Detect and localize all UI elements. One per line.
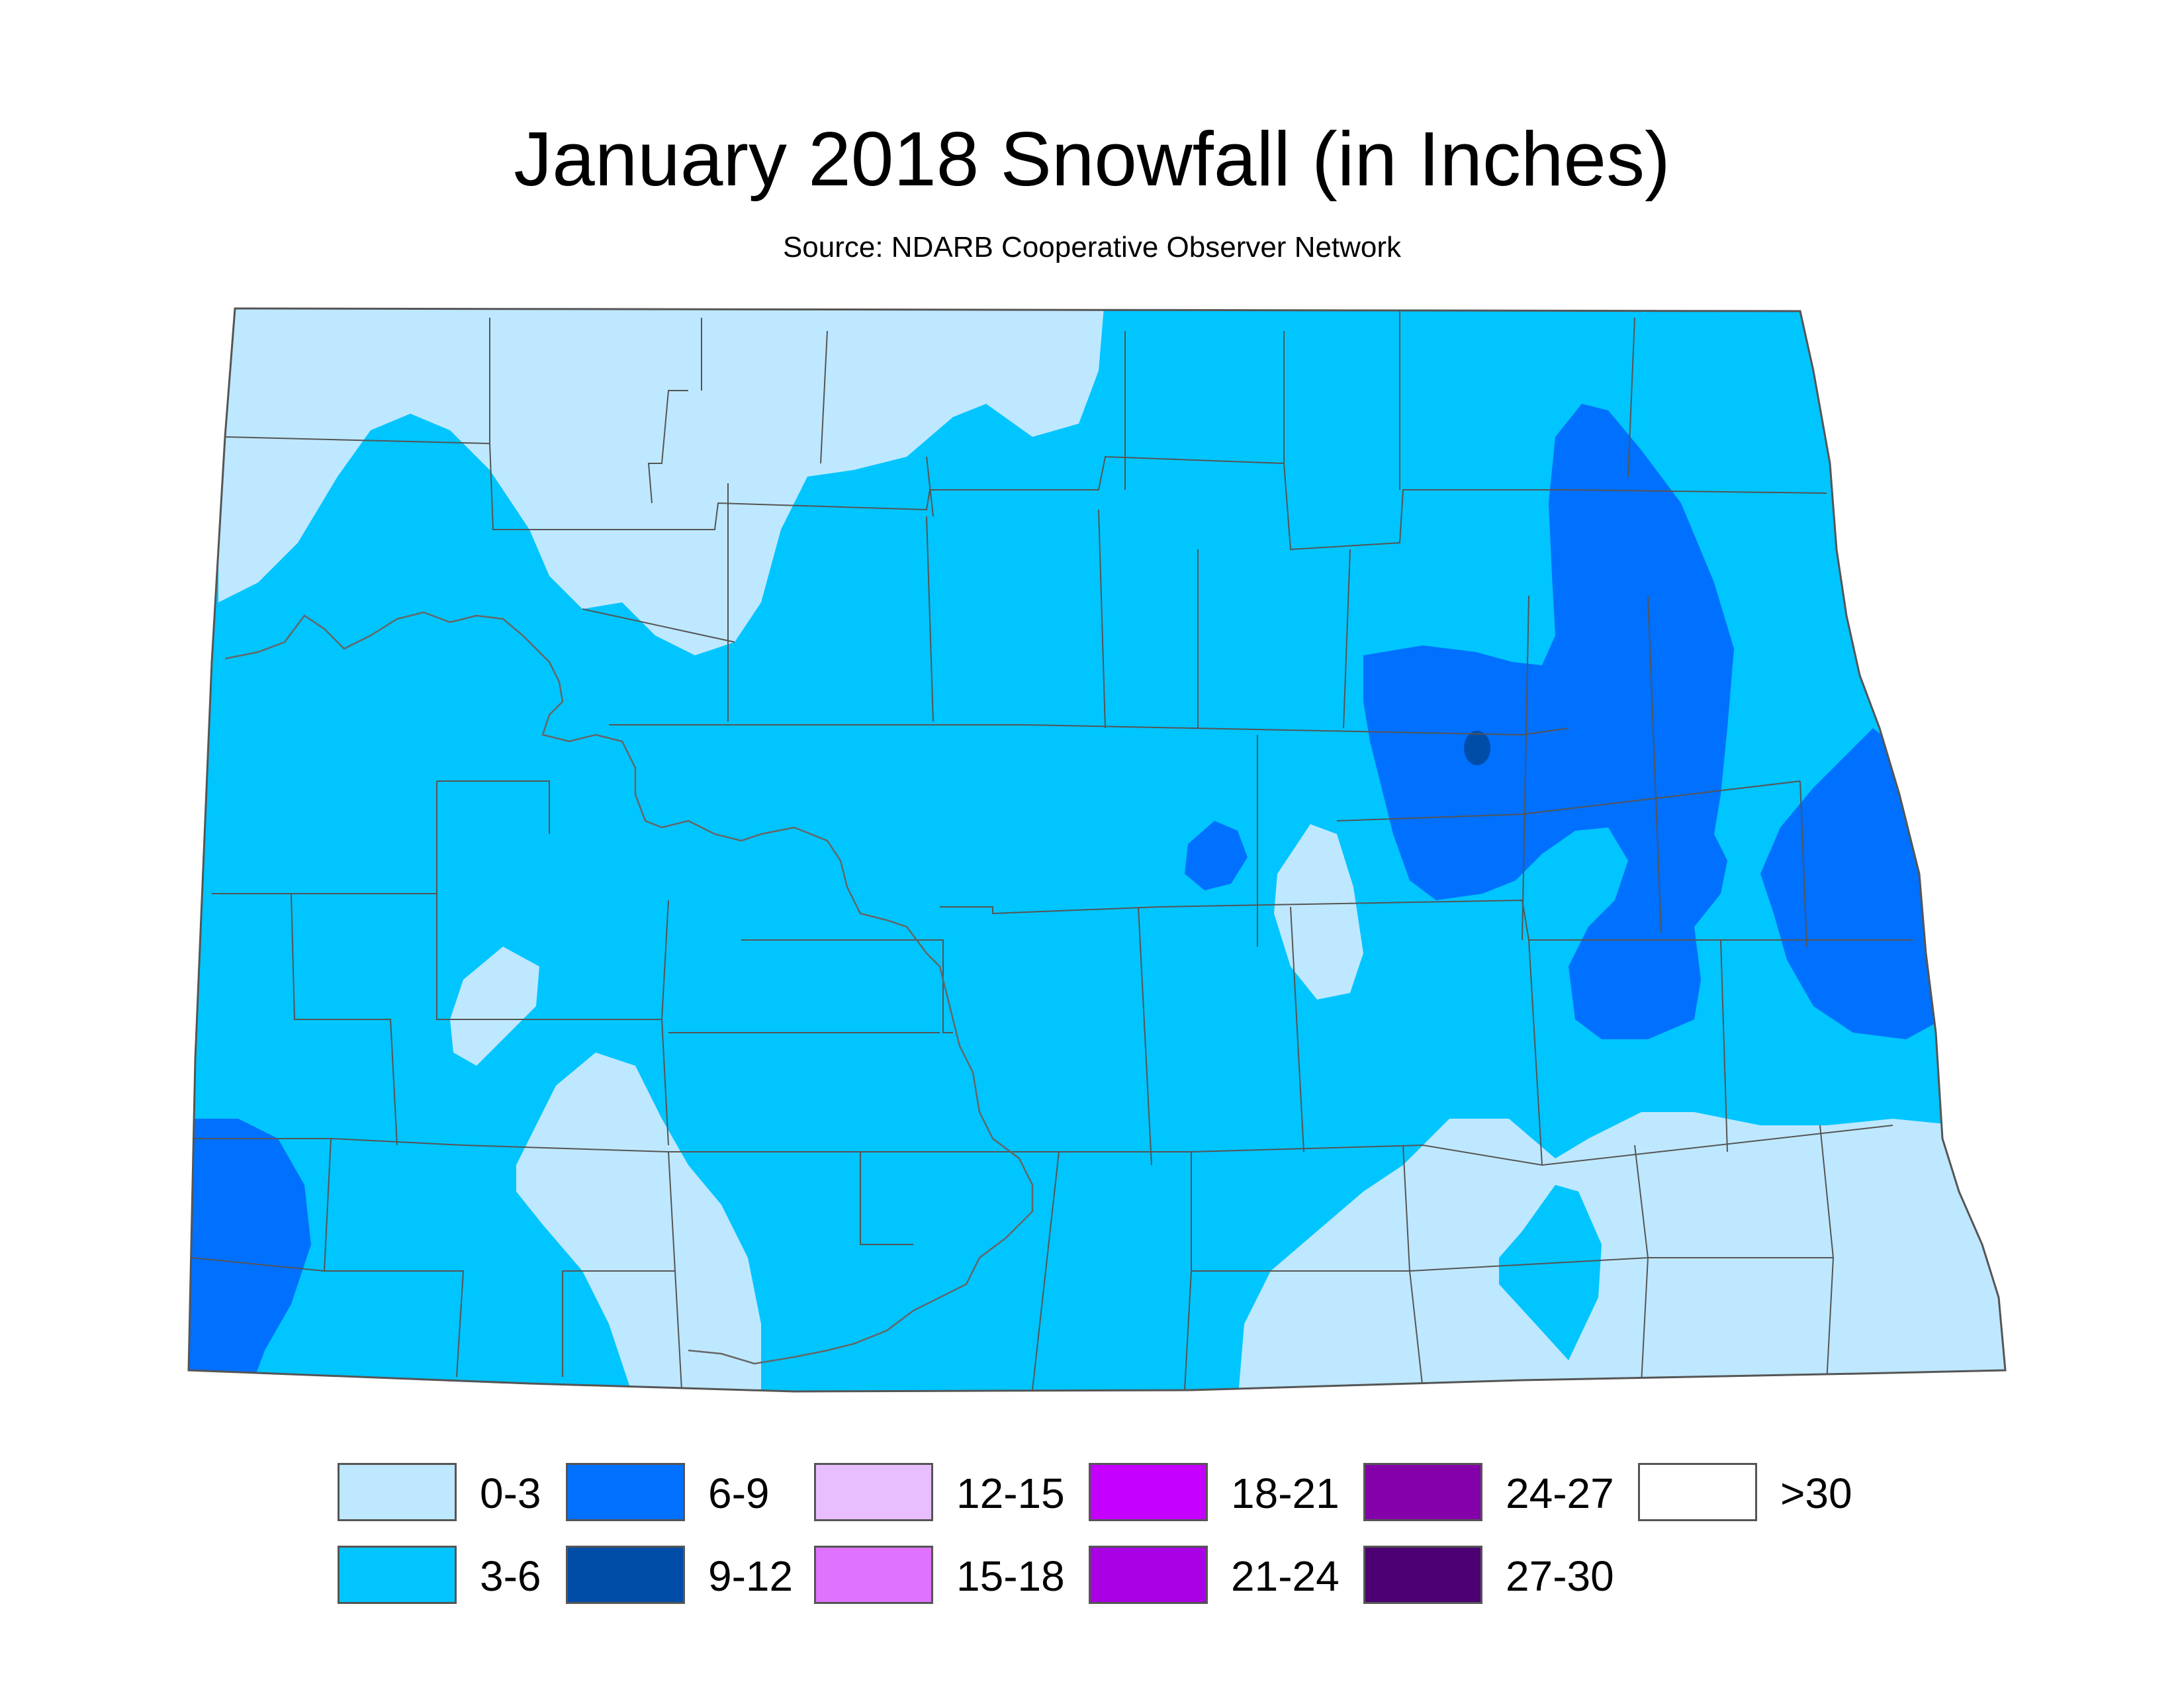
snowfall-zone-6-9-central-spot	[1185, 821, 1248, 890]
snowfall-zone-9-12-spot	[1464, 731, 1490, 765]
snowfall-zone-6-9-far-east	[1760, 728, 1942, 1039]
legend-swatch	[1363, 1546, 1482, 1604]
state-outline	[187, 307, 2007, 1393]
snowfall-zone-3-6-southeast-pocket	[1499, 1185, 1602, 1360]
legend-label: >30	[1780, 1470, 1852, 1517]
legend-swatch	[814, 1546, 933, 1604]
legend-swatch	[338, 1546, 457, 1604]
legend-swatch	[566, 1463, 685, 1521]
rivers	[224, 611, 1034, 1365]
snowfall-zone-0-3-central-east	[1274, 824, 1363, 1000]
legend-label: 0-3	[480, 1470, 541, 1517]
legend-label: 24-27	[1506, 1470, 1614, 1517]
legend-label: 27-30	[1506, 1552, 1614, 1600]
legend-label: 3-6	[480, 1552, 541, 1600]
legend-swatch	[1638, 1463, 1757, 1521]
map-subtitle: Source: NDARB Cooperative Observer Netwo…	[782, 231, 1402, 263]
snowfall-zone-0-3-north	[218, 308, 1105, 655]
snowfall-zone-6-9-southwest	[189, 1119, 311, 1391]
legend-label: 18-21	[1231, 1470, 1340, 1517]
legend-label: 6-9	[708, 1470, 770, 1517]
snowfall-zone-6-9-east	[1363, 404, 1734, 1039]
snowfall-zone-0-3-west-center	[450, 947, 539, 1066]
legend-swatch	[814, 1463, 933, 1521]
legend-swatch	[566, 1546, 685, 1604]
legend-swatch	[1363, 1463, 1482, 1521]
legend-swatch	[1089, 1463, 1208, 1521]
county-boundaries	[191, 311, 1913, 1391]
legend-label: 9-12	[708, 1552, 794, 1600]
legend-label: 21-24	[1231, 1552, 1340, 1600]
legend-swatch	[1089, 1546, 1208, 1604]
snowfall-zone-0-3-south-center	[516, 1053, 761, 1391]
legend-label: 15-18	[956, 1552, 1065, 1600]
snowfall-zone-0-3-southeast	[1238, 1112, 2005, 1391]
map-title: January 2018 Snowfall (in Inches)	[514, 116, 1670, 202]
legend-swatch	[338, 1463, 457, 1521]
legend-label: 12-15	[956, 1470, 1065, 1517]
